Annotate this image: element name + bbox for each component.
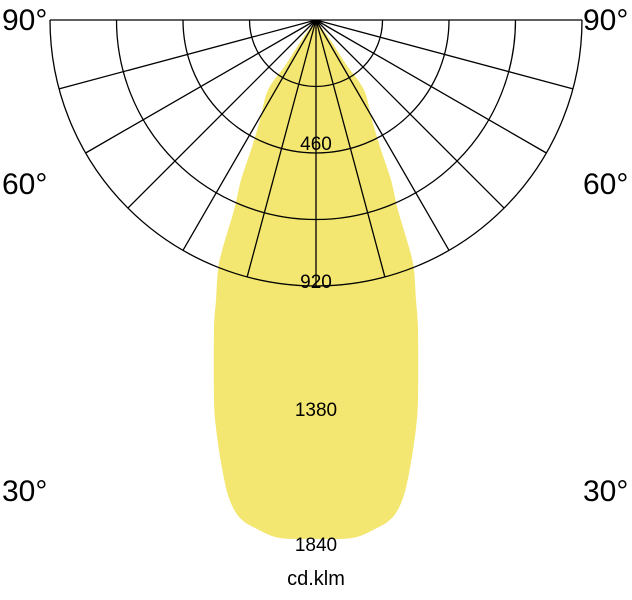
svg-text:90°: 90° <box>2 4 47 37</box>
svg-text:60°: 60° <box>2 168 47 201</box>
svg-text:920: 920 <box>300 272 332 293</box>
svg-text:1840: 1840 <box>295 535 337 556</box>
svg-text:30°: 30° <box>583 475 628 508</box>
svg-text:cd.klm: cd.klm <box>287 568 345 590</box>
svg-text:60°: 60° <box>583 168 628 201</box>
svg-text:30°: 30° <box>2 475 47 508</box>
svg-text:460: 460 <box>300 134 332 155</box>
svg-text:90°: 90° <box>583 4 628 37</box>
svg-text:1380: 1380 <box>295 400 337 421</box>
